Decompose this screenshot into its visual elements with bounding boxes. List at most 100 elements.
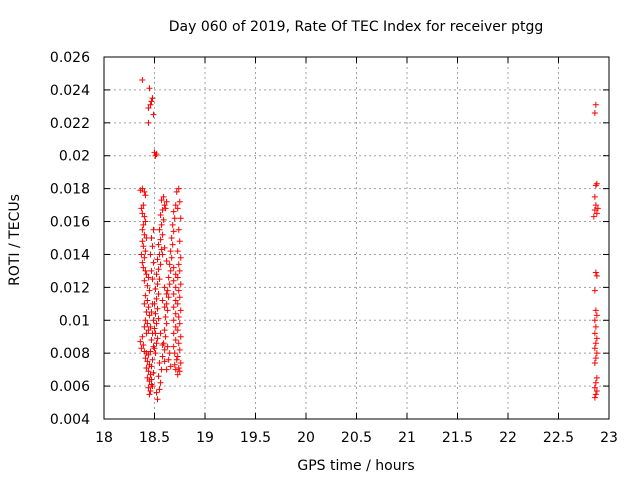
data-point: [163, 320, 170, 327]
data-point: [148, 235, 155, 241]
data-point: [161, 304, 168, 311]
data-point: [162, 333, 169, 340]
data-point: [150, 317, 157, 324]
data-point: [142, 218, 149, 225]
data-point: [146, 312, 153, 319]
data-point: [591, 207, 598, 214]
data-point: [157, 211, 164, 218]
data-point: [154, 396, 161, 403]
x-axis-label: GPS time / hours: [297, 458, 414, 474]
data-point: [144, 374, 151, 381]
data-point: [149, 300, 156, 307]
data-point: [146, 287, 153, 294]
data-point: [140, 264, 147, 271]
data-point: [143, 309, 150, 316]
data-point: [140, 243, 147, 250]
data-point: [148, 337, 155, 344]
data-point: [147, 251, 154, 258]
data-point: [147, 388, 154, 395]
data-point: [174, 371, 181, 378]
data-point: [145, 368, 152, 375]
data-point: [161, 346, 168, 353]
data-point: [173, 356, 180, 363]
data-point: [163, 366, 170, 373]
data-point: [150, 369, 157, 376]
data-point: [145, 351, 152, 358]
y-tick-label: 0.016: [50, 215, 90, 231]
data-point: [148, 376, 155, 383]
data-point: [141, 231, 148, 238]
data-point: [172, 284, 179, 291]
data-point: [592, 101, 599, 108]
data-point: [149, 330, 156, 337]
data-point: [165, 274, 172, 281]
data-point: [593, 374, 600, 381]
data-point: [177, 307, 184, 314]
data-point: [170, 228, 177, 235]
data-point: [163, 300, 170, 307]
data-point: [160, 193, 167, 200]
data-point: [141, 323, 148, 330]
data-point: [142, 248, 149, 255]
chart-title: Day 060 of 2019, Rate Of TEC Index for r…: [169, 19, 544, 35]
data-point: [152, 286, 159, 293]
data-point: [139, 333, 146, 340]
data-point: [592, 379, 599, 386]
data-point: [171, 361, 178, 368]
x-tick-label: 23: [600, 430, 618, 446]
data-point: [591, 287, 598, 294]
x-tick-label: 22.5: [543, 430, 574, 446]
data-point: [592, 269, 599, 276]
data-point: [172, 271, 179, 278]
data-point: [158, 221, 165, 228]
data-point: [142, 292, 149, 299]
data-point: [155, 241, 162, 248]
x-tick-label: 21.5: [442, 430, 473, 446]
data-point: [144, 320, 151, 327]
data-point: [177, 281, 184, 288]
data-point: [144, 297, 151, 304]
data-point: [141, 188, 148, 195]
data-point: [591, 330, 598, 337]
data-point: [149, 356, 156, 363]
data-point: [157, 379, 164, 386]
y-tick-label: 0.022: [50, 116, 90, 132]
data-point: [170, 290, 177, 297]
data-point: [148, 267, 155, 274]
data-point: [148, 363, 155, 370]
data-point: [153, 271, 160, 278]
data-point: [593, 210, 600, 217]
data-point: [170, 304, 177, 311]
data-point: [138, 205, 145, 212]
data-point: [591, 317, 598, 324]
data-point: [166, 261, 173, 268]
data-point: [143, 330, 150, 337]
data-point: [592, 323, 599, 330]
data-point: [176, 267, 183, 274]
data-point: [154, 335, 161, 342]
data-point: [592, 182, 599, 189]
data-point: [593, 335, 600, 342]
data-point: [170, 264, 177, 271]
x-tick-labels: 18 18.5 19 19.5 20 20.5 21 21.5 22 22.5 23: [95, 430, 618, 446]
data-point: [139, 226, 146, 233]
data-point: [150, 111, 157, 118]
data-point: [156, 386, 163, 393]
data-point: [140, 202, 147, 209]
x-tick-label: 20: [297, 430, 315, 446]
data-point: [177, 254, 184, 261]
data-point: [143, 271, 150, 278]
data-point: [155, 373, 162, 380]
data-point: [144, 282, 151, 289]
data-point: [170, 330, 177, 337]
data-point: [164, 307, 171, 314]
data-point: [172, 323, 179, 330]
data-point: [153, 340, 160, 347]
data-point: [154, 281, 161, 288]
data-point: [138, 251, 145, 258]
data-point: [158, 246, 165, 253]
data-point: [593, 350, 600, 357]
data-point: [142, 355, 149, 362]
data-point: [171, 350, 178, 357]
